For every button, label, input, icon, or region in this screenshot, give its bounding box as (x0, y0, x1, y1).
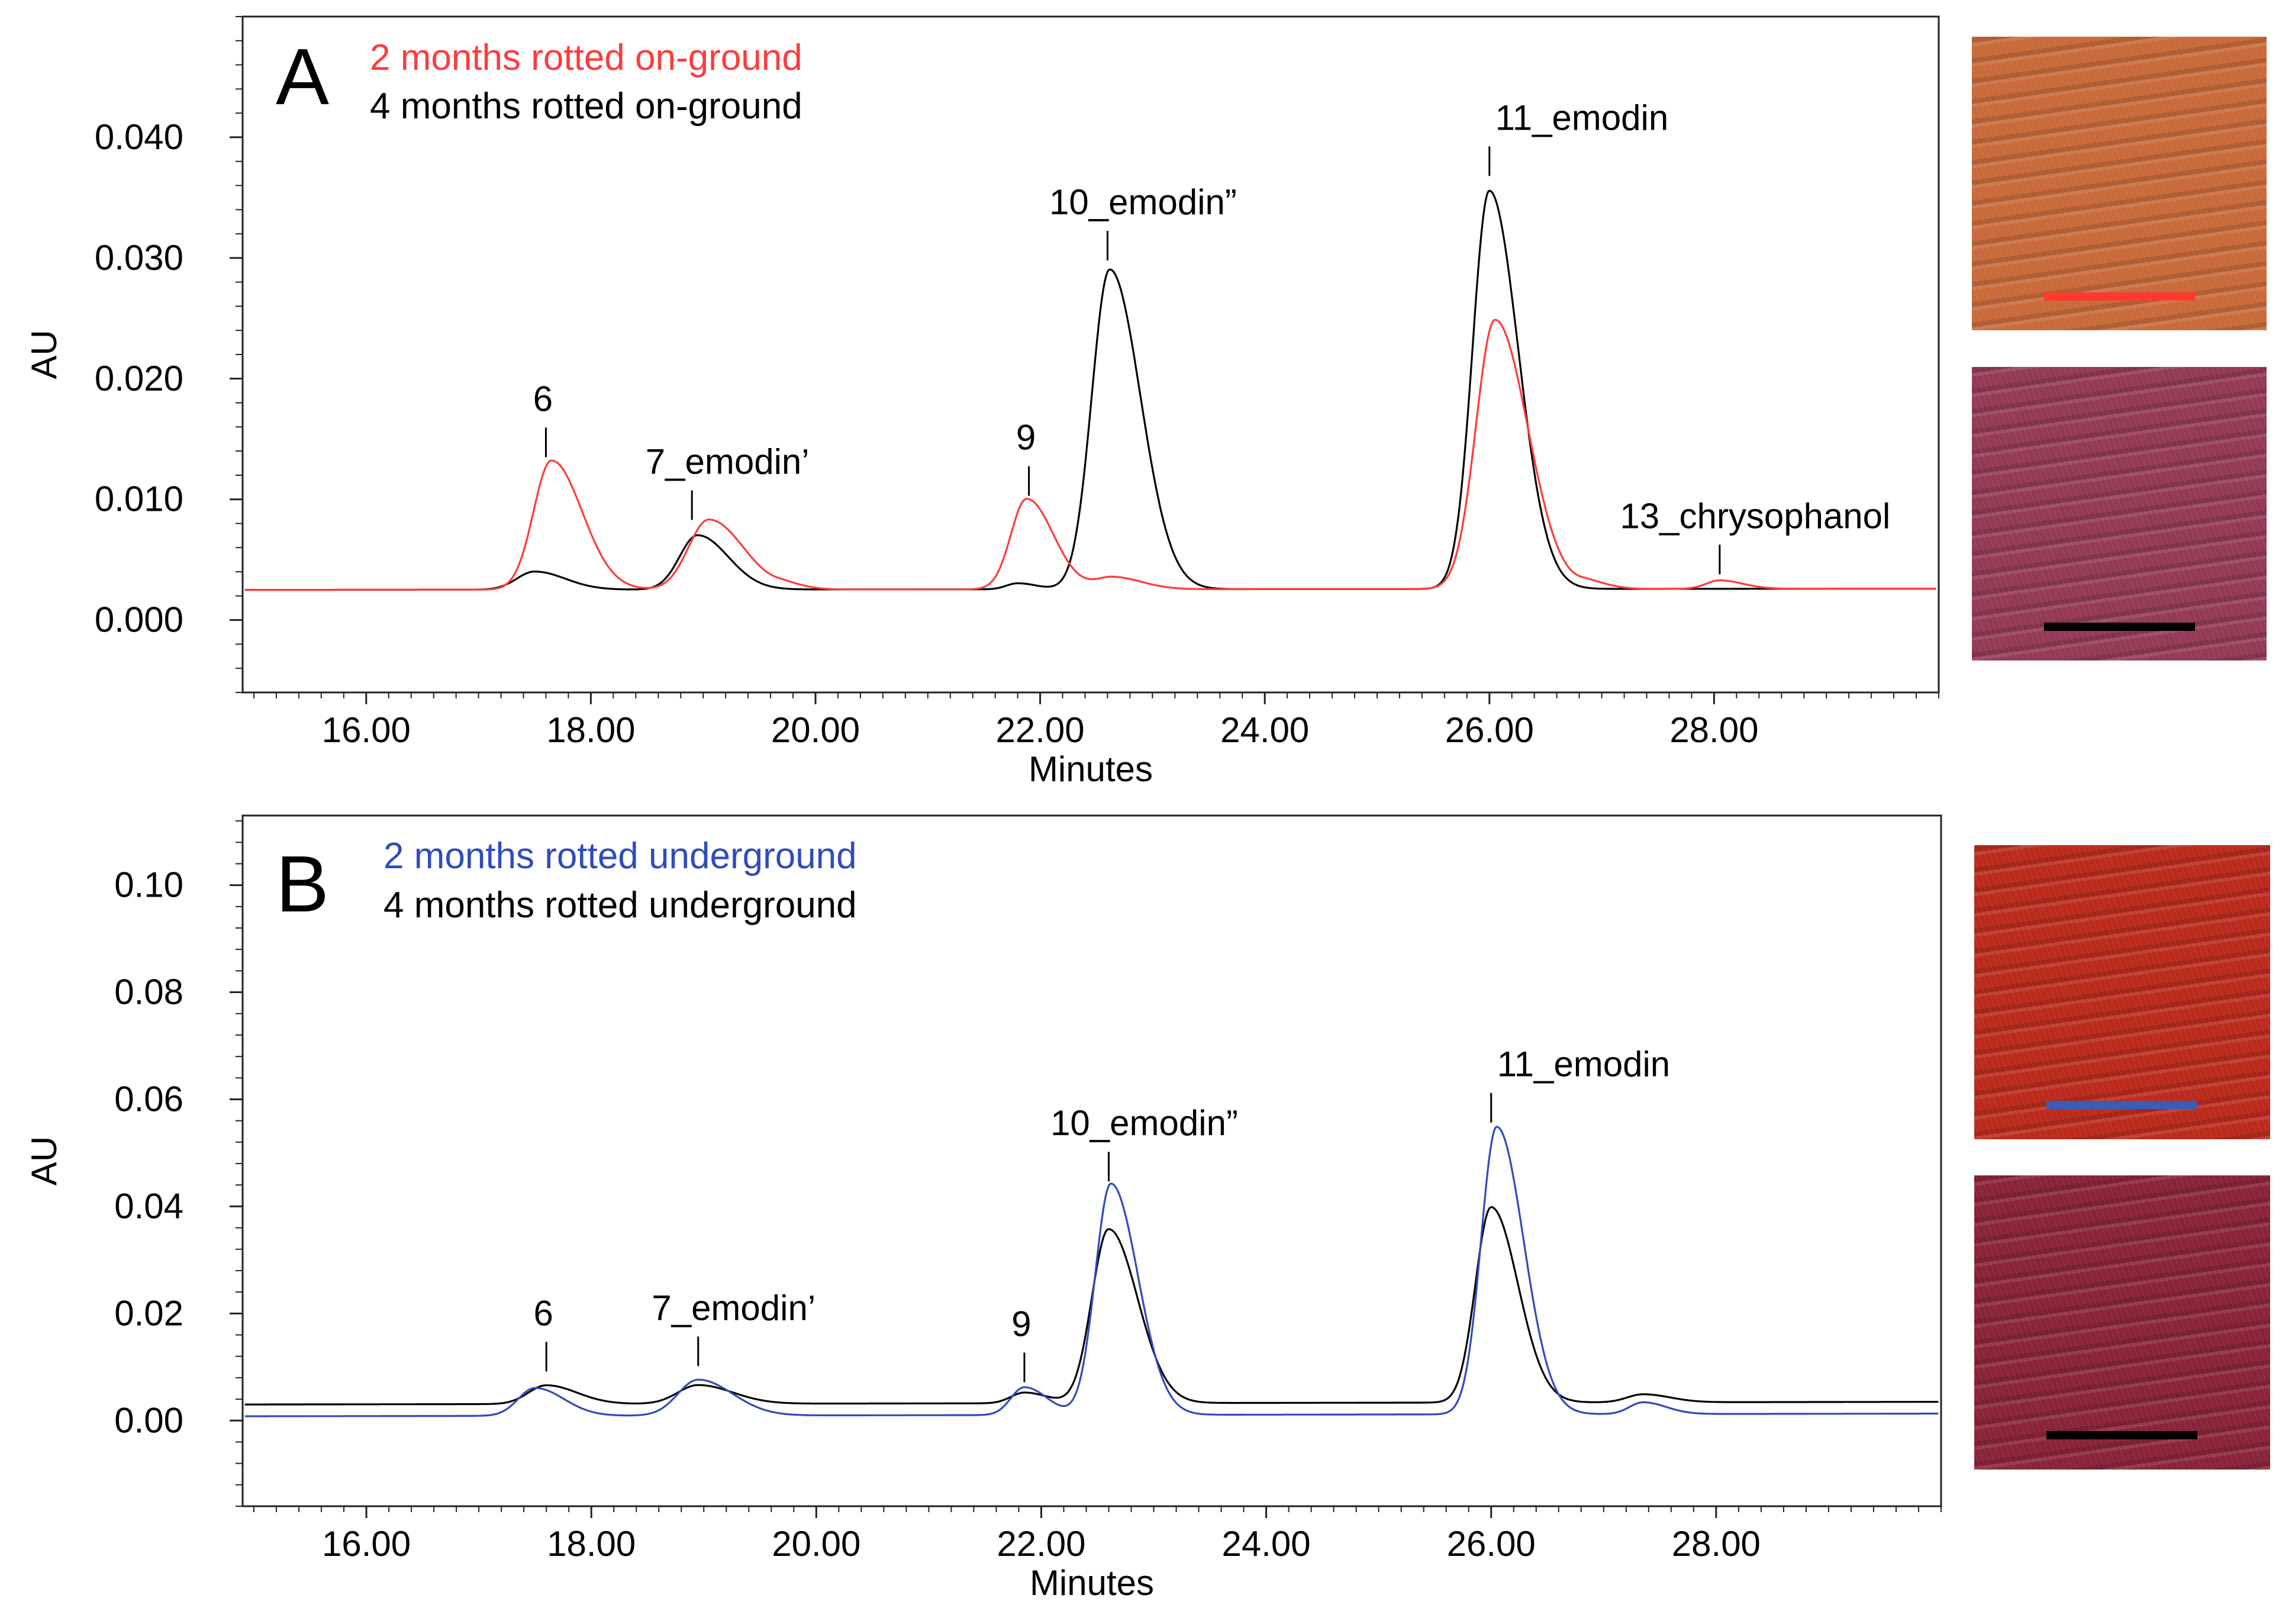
x-tick-label: 22.00 (997, 1524, 1085, 1564)
peak-label: 6 (533, 1293, 553, 1333)
peak-label: 9 (1011, 1304, 1031, 1343)
legend-entry: 4 months rotted on-ground (370, 86, 802, 127)
peak-label: 10_emodin” (1050, 1103, 1238, 1143)
x-tick-label: 20.00 (771, 710, 860, 750)
peak-label: 13_chrysophanol (1620, 496, 1890, 536)
y-tick-label: 0.000 (95, 600, 183, 640)
y-tick-label: 0.06 (114, 1079, 183, 1119)
panel-letter: A (276, 32, 329, 121)
peak-label: 7_emodin’ (646, 442, 810, 482)
y-tick-label: 0.00 (114, 1400, 183, 1440)
panel-letter: B (276, 839, 329, 929)
y-tick-label: 0.02 (114, 1293, 183, 1333)
y-tick-label: 0.020 (95, 359, 183, 398)
peak-label: 7_emodin’ (652, 1288, 815, 1327)
x-tick-label: 28.00 (1672, 1524, 1761, 1564)
peak-label: 9 (1016, 418, 1036, 457)
swatch-legend-bar (2046, 1431, 2197, 1439)
x-tick-label: 24.00 (1220, 710, 1309, 750)
legend-entry: 2 months rotted on-ground (370, 37, 802, 78)
series-line-1 (244, 1126, 1939, 1417)
legend-entry: 2 months rotted underground (383, 836, 857, 877)
peak-label: 10_emodin” (1049, 182, 1237, 222)
swatch-legend-bar (2046, 1101, 2197, 1109)
x-tick-label: 16.00 (322, 1524, 411, 1564)
x-tick-label: 24.00 (1222, 1524, 1311, 1564)
y-tick-label: 0.010 (95, 479, 183, 519)
plot-frame (241, 814, 1942, 1507)
swatch-2-months-on-ground (1972, 37, 2267, 330)
series-line-1 (244, 318, 1936, 591)
x-tick-label: 20.00 (772, 1524, 860, 1564)
legend-entry: 4 months rotted underground (383, 885, 857, 926)
y-tick-label: 0.10 (114, 865, 183, 905)
x-axis-label: Minutes (1029, 749, 1153, 789)
peak-label: 11_emodin (1497, 1045, 1670, 1084)
y-tick-label: 0.040 (95, 117, 183, 157)
x-tick-label: 18.00 (546, 710, 635, 750)
peak-label: 11_emodin (1495, 98, 1668, 137)
swatch-2-months-underground (1974, 845, 2270, 1139)
swatch-4-months-on-ground (1972, 367, 2267, 660)
x-tick-label: 18.00 (547, 1524, 636, 1564)
y-axis-label: AU (24, 330, 64, 379)
y-tick-label: 0.04 (114, 1186, 183, 1226)
swatch-4-months-underground (1974, 1175, 2270, 1470)
panel-b-chart: 0.00 0.02 0.04 0.06 0.08 0.10 16.00 18.00 20.00 2… (24, 814, 1942, 1603)
x-tick-label: 26.00 (1445, 710, 1534, 750)
peak-label: 6 (533, 379, 553, 418)
x-tick-label: 22.00 (996, 710, 1085, 750)
swatch-legend-bar (2044, 292, 2195, 301)
panel-a-chart: 0.000 0.010 0.020 0.030 0.040 16.00 18.00 20.00… (24, 15, 1940, 789)
x-tick-label: 26.00 (1447, 1524, 1536, 1564)
swatch-legend-bar (2044, 623, 2195, 631)
y-axis-label: AU (24, 1136, 64, 1185)
x-axis-label: Minutes (1030, 1563, 1154, 1603)
y-tick-label: 0.030 (95, 238, 183, 278)
x-tick-label: 28.00 (1669, 710, 1758, 750)
x-tick-label: 16.00 (322, 710, 411, 750)
y-tick-label: 0.08 (114, 972, 183, 1012)
